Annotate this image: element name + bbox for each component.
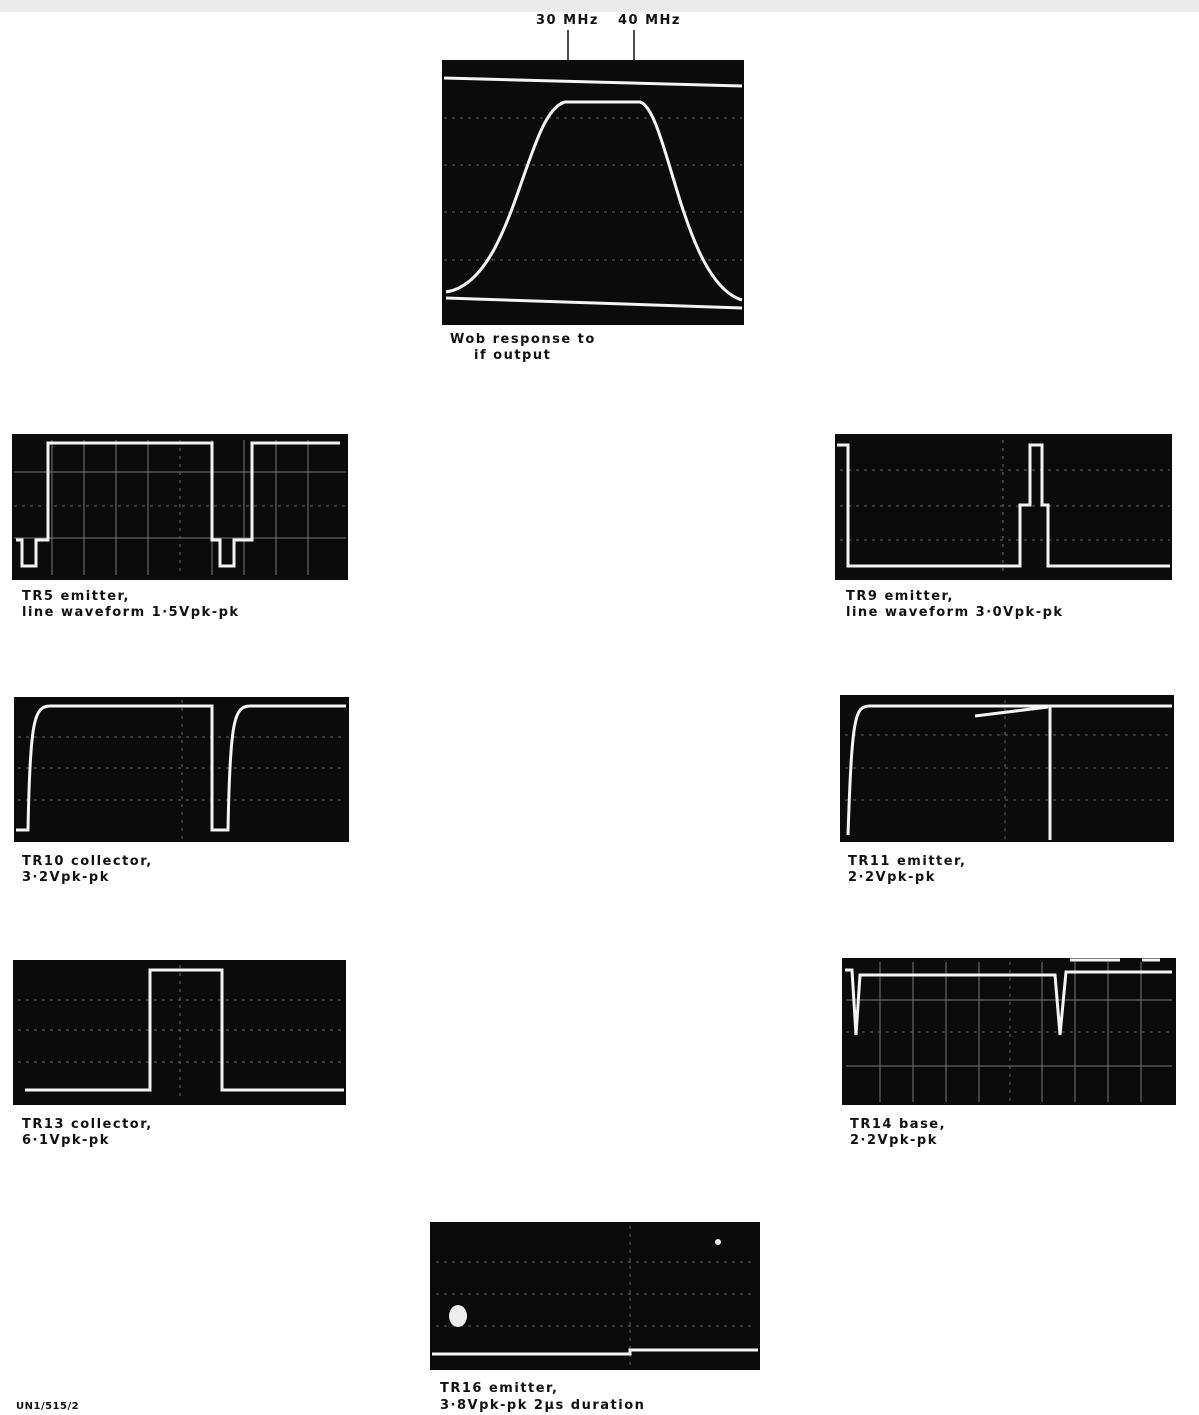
- caption: 2·2Vpk-pk: [848, 870, 936, 885]
- caption: 6·1Vpk-pk: [22, 1133, 110, 1148]
- screen: [430, 1222, 760, 1370]
- caption: 3·8Vpk-pk 2µs duration: [440, 1398, 645, 1413]
- scope-tr14: [842, 958, 1176, 1105]
- scope-tr16: [430, 1222, 760, 1370]
- scope-tr9: [835, 434, 1172, 580]
- footer: UN1/515/2: [16, 1401, 79, 1412]
- caption: if output: [474, 348, 551, 363]
- caption: TR10 collector,: [22, 854, 153, 869]
- caption: 2·2Vpk-pk: [850, 1133, 938, 1148]
- scan-edge: [0, 0, 1199, 12]
- spot: [449, 1305, 467, 1327]
- caption: line waveform 1·5Vpk-pk: [22, 605, 240, 620]
- caption: TR5 emitter,: [22, 589, 130, 604]
- caption: TR14 base,: [850, 1117, 946, 1132]
- spot: [715, 1239, 721, 1245]
- caption: line waveform 3·0Vpk-pk: [846, 605, 1064, 620]
- caption: TR11 emitter,: [848, 854, 967, 869]
- scope-tr5: [12, 434, 348, 580]
- page: 30 MHz 40 MHz Wob response to if output …: [0, 0, 1199, 1415]
- scope-tr11: [840, 695, 1174, 842]
- scope-tr10: [14, 697, 349, 842]
- screen: [442, 60, 744, 325]
- caption: 3·2Vpk-pk: [22, 870, 110, 885]
- marker: 40 MHz: [618, 13, 681, 28]
- scope-wob: [442, 60, 744, 325]
- caption: Wob response to: [450, 332, 596, 347]
- caption: TR16 emitter,: [440, 1381, 559, 1396]
- scope-tr13: [13, 960, 346, 1105]
- marker: 30 MHz: [536, 13, 599, 28]
- caption: TR13 collector,: [22, 1117, 153, 1132]
- caption: TR9 emitter,: [846, 589, 954, 604]
